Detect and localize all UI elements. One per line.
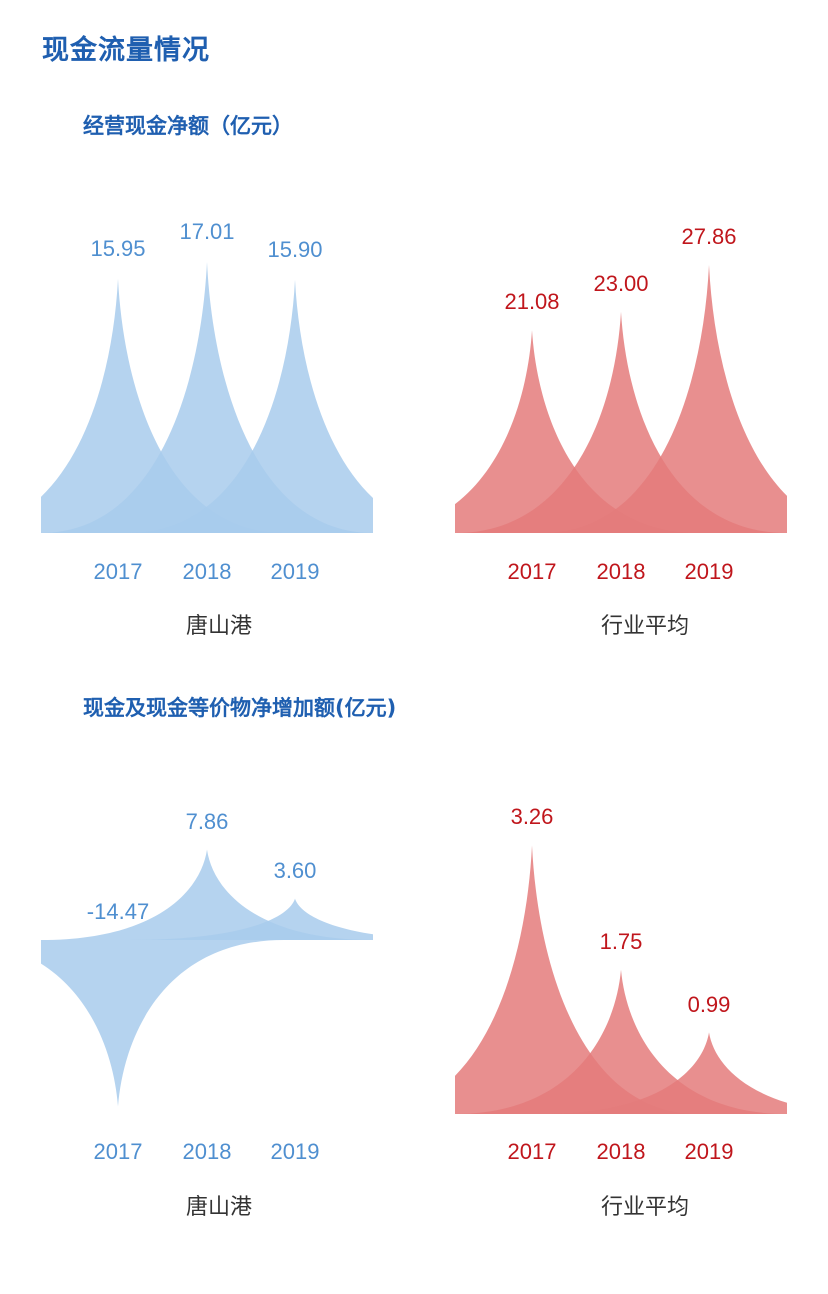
value-label: 3.26: [511, 804, 554, 829]
value-label: 27.86: [681, 224, 736, 249]
year-label: 2018: [183, 1139, 232, 1164]
chart-footer-label: 唐山港: [186, 614, 252, 639]
value-label: 7.86: [186, 809, 229, 834]
year-label: 2019: [271, 559, 320, 584]
value-label: -14.47: [87, 899, 149, 924]
spike-area: [455, 330, 698, 533]
year-label: 2018: [597, 1139, 646, 1164]
spike-area: [129, 898, 373, 940]
value-label: 17.01: [179, 219, 234, 244]
value-label: 0.99: [688, 992, 731, 1017]
value-label: 21.08: [504, 289, 559, 314]
chart-footer-label: 行业平均: [601, 614, 689, 639]
chart-industry-net-increase: [455, 845, 787, 1114]
chart-footer-label: 唐山港: [186, 1195, 252, 1220]
spike-area: [41, 262, 373, 533]
year-label: 2017: [94, 559, 143, 584]
spike-area: [455, 311, 787, 533]
spike-area: [41, 940, 284, 1107]
spike-area: [543, 264, 787, 533]
chart-company-net-increase: [41, 849, 373, 1107]
year-label: 2018: [597, 559, 646, 584]
year-label: 2017: [94, 1139, 143, 1164]
year-label: 2019: [685, 559, 734, 584]
year-label: 2017: [508, 1139, 557, 1164]
value-label: 23.00: [593, 271, 648, 296]
year-label: 2018: [183, 559, 232, 584]
year-label: 2019: [685, 1139, 734, 1164]
year-label: 2017: [508, 559, 557, 584]
spike-area: [455, 845, 698, 1114]
page-title: 现金流量情况: [42, 35, 210, 66]
year-label: 2019: [271, 1139, 320, 1164]
value-label: 1.75: [600, 929, 643, 954]
chart-footer-label: 行业平均: [601, 1195, 689, 1220]
chart-company-operating: [41, 262, 373, 533]
spike-area: [543, 1032, 787, 1114]
value-label: 3.60: [274, 858, 317, 883]
section-title-net-increase: 现金及现金等价物净增加额(亿元): [83, 696, 397, 720]
spike-area: [41, 278, 284, 533]
spike-area: [129, 279, 373, 533]
value-label: 15.95: [90, 236, 145, 261]
section-title-operating-cash: 经营现金净额（亿元）: [83, 114, 293, 138]
spike-area: [455, 969, 787, 1114]
value-label: 15.90: [267, 237, 322, 262]
chart-industry-operating: [455, 264, 787, 533]
spike-area: [41, 849, 373, 940]
